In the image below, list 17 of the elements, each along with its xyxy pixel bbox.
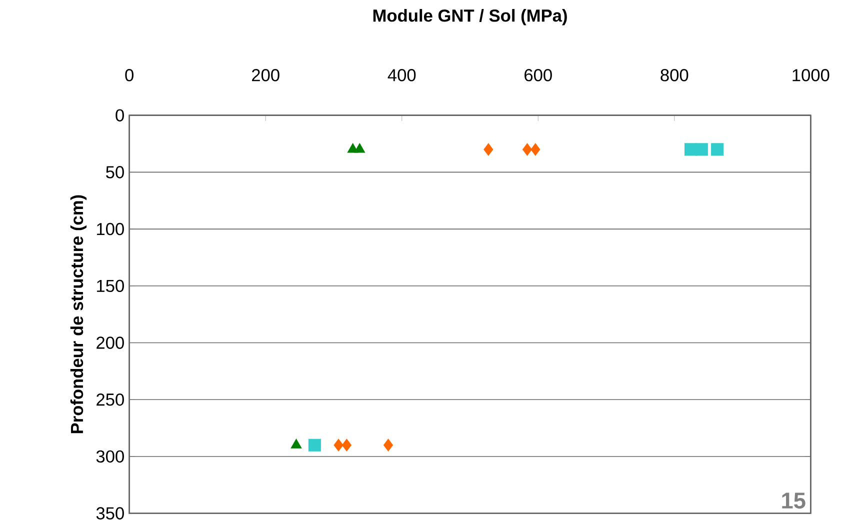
x-axis-title: Module GNT / Sol (MPa) (373, 9, 567, 26)
y-tick-label: 50 (106, 166, 124, 178)
x-tick-label: 800 (660, 69, 688, 82)
y-tick-label: 100 (97, 222, 124, 236)
y-tick-label: 350 (96, 507, 124, 520)
y-axis-title: Profondeur de structure (cm) (70, 195, 87, 434)
y-tick-label: 250 (96, 393, 124, 406)
x-tick-label: 0 (125, 69, 134, 82)
y-tick-label: 150 (97, 280, 124, 292)
y-tick-label: 200 (96, 336, 124, 349)
x-tick-label: 400 (388, 69, 416, 82)
y-tick-label: 0 (116, 109, 124, 122)
x-tick-label: 1000 (792, 69, 830, 82)
y-tick-label: 300 (96, 450, 124, 463)
x-tick-label: 600 (524, 69, 552, 82)
x-tick-label: 200 (252, 69, 280, 82)
annotation: 15 (782, 492, 806, 509)
